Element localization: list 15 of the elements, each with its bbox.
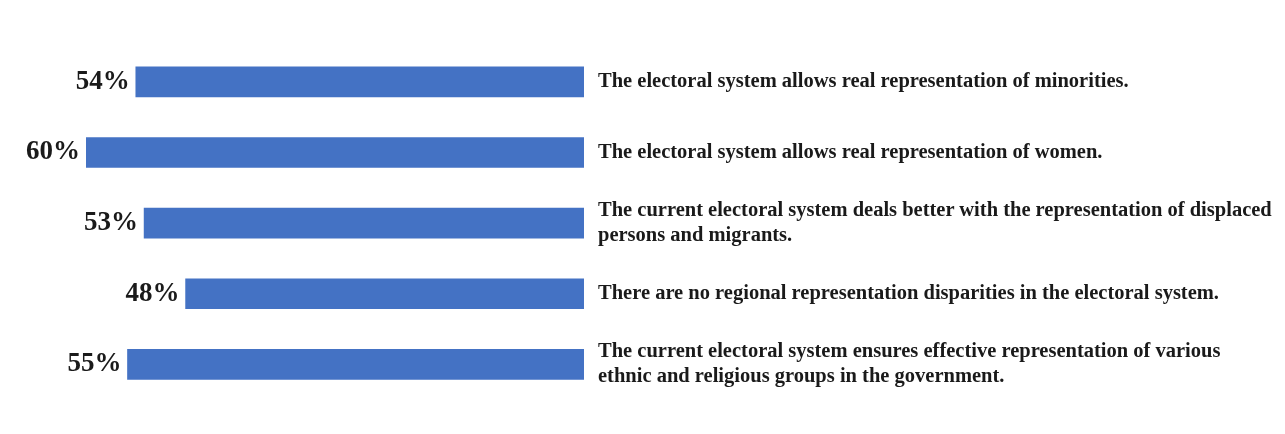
bar [86,137,584,168]
y-tick-label: The current electoral system ensures effective representation of various ethnic and religious groups in the government. [598,339,1221,387]
bar [135,66,584,98]
data-label: 55% [67,347,122,378]
bar [127,349,584,380]
y-tick-label: The electoral system allows real representation of women. [598,139,1103,163]
bar [143,207,584,239]
data-label: 53% [84,206,139,237]
y-tick-label: The current electoral system deals better with the representation of displaced persons and migrants. [598,198,1273,246]
y-tick-label: The electoral system allows real representation of minorities. [598,69,1129,93]
data-label: 48% [125,276,180,307]
data-label: 60% [26,135,80,166]
bar [185,278,584,310]
y-tick-label: There are no regional representation disparities in the electoral system. [598,281,1219,305]
data-label: 54% [75,64,130,95]
